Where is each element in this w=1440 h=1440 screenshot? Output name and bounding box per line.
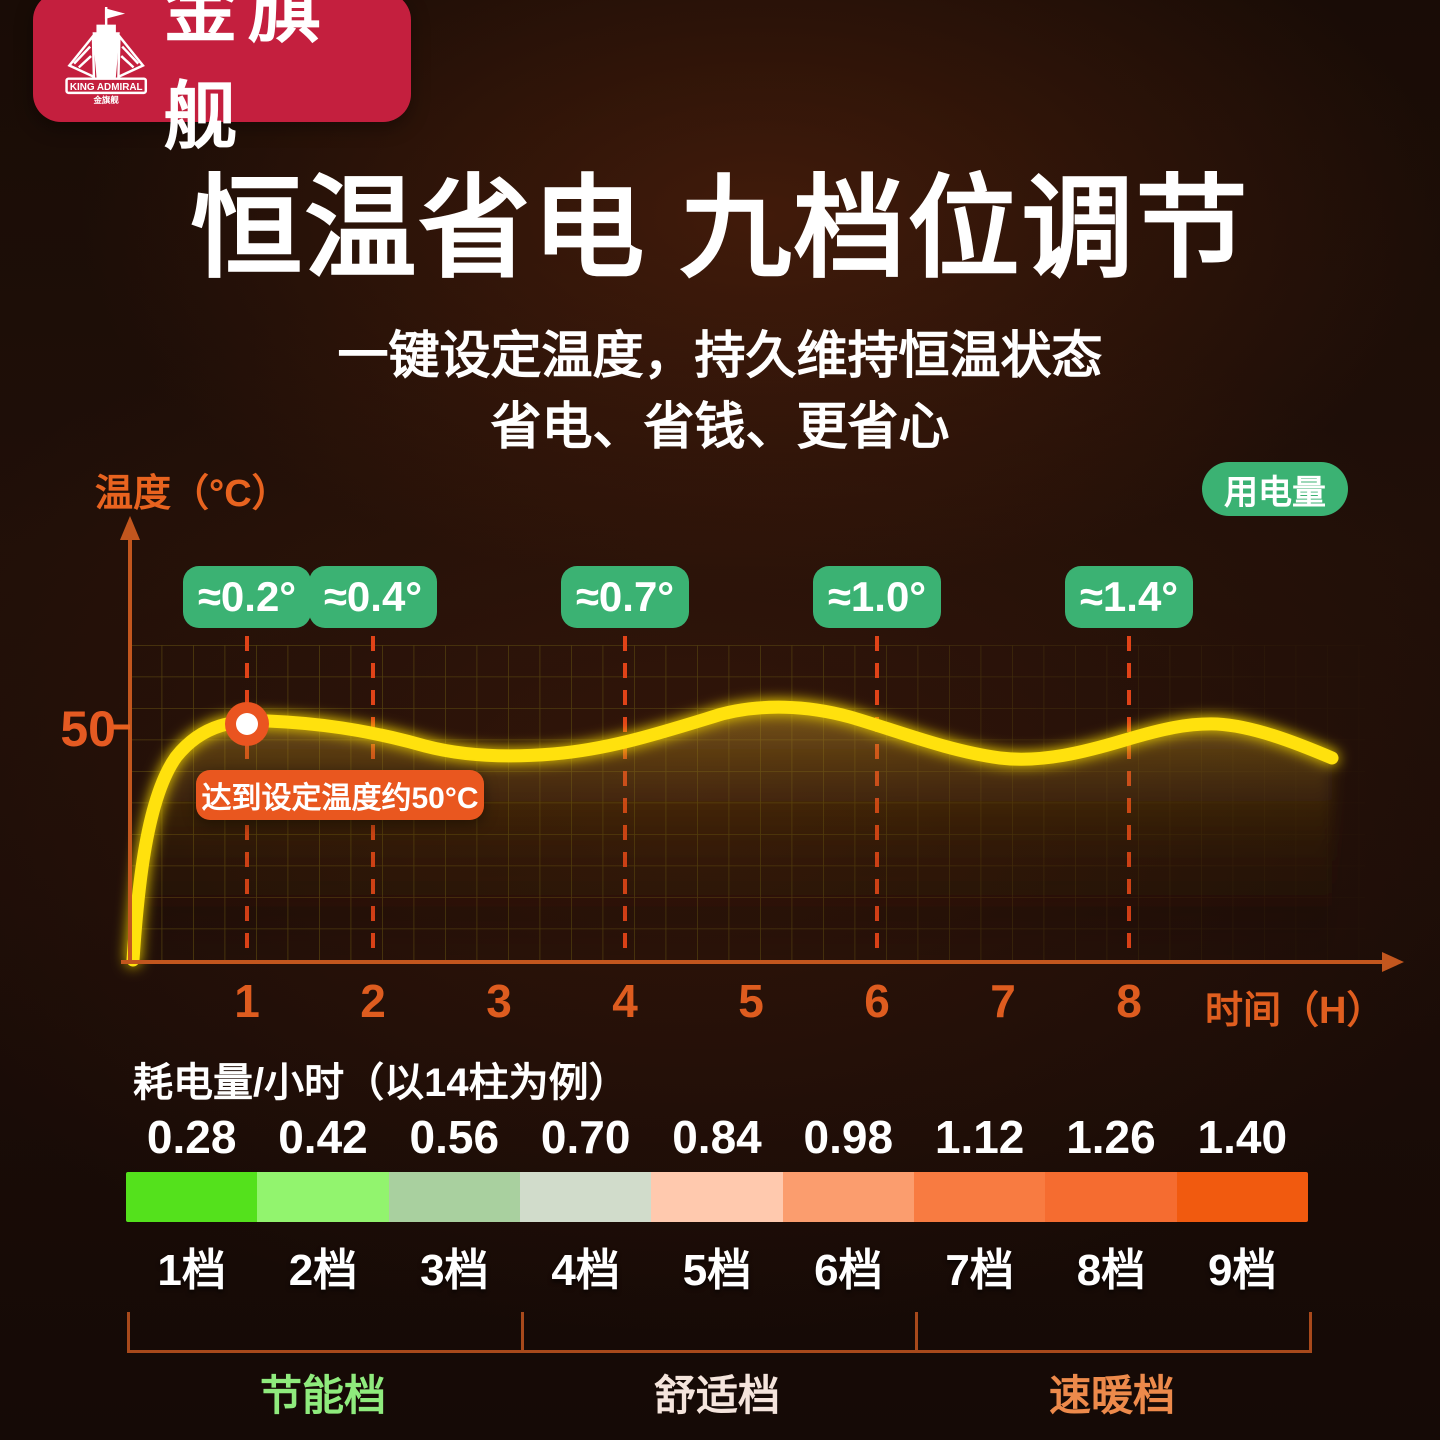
gear-color-scale <box>126 1172 1308 1222</box>
group-label-fast: 速暖档 <box>1048 1372 1176 1419</box>
consumption-value: 0.84 <box>672 1111 762 1163</box>
scale-segment <box>913 1172 1046 1222</box>
group-label-eco: 节能档 <box>259 1372 387 1419</box>
x-axis-label: 时间（H） <box>1205 990 1385 1032</box>
x-tick-2: 2 <box>360 975 386 1027</box>
usage-badge-8h: ≈1.4° <box>1065 566 1193 628</box>
consumption-value: 0.42 <box>278 1111 368 1163</box>
consumption-value: 0.56 <box>409 1111 500 1163</box>
bracket-tick <box>915 1312 918 1353</box>
gear-label: 2档 <box>288 1246 358 1295</box>
gear-label: 5档 <box>682 1246 752 1295</box>
scale-segment <box>651 1172 783 1222</box>
gear-label: 8档 <box>1076 1246 1146 1295</box>
page-title: 恒温省电 九档位调节 <box>190 166 1250 291</box>
scale-segment <box>1045 1172 1177 1222</box>
x-axis-arrow <box>1382 952 1404 972</box>
usage-badge-6h: ≈1.0° <box>813 566 941 628</box>
x-tick-6: 6 <box>864 975 890 1027</box>
scale-segment <box>1176 1172 1308 1222</box>
usage-badge-4h: ≈0.7° <box>561 566 689 628</box>
y-axis-arrow <box>120 516 140 540</box>
brand-name: 金旗舰 <box>163 0 332 158</box>
x-tick-4: 4 <box>612 975 638 1027</box>
usage-badge-1h: ≈0.2° <box>183 566 311 628</box>
x-tick-3: 3 <box>486 975 512 1027</box>
gear-label: 3档 <box>420 1246 489 1295</box>
consumption-value: 1.40 <box>1197 1111 1288 1163</box>
scale-segment <box>388 1172 520 1222</box>
gear-label: 1档 <box>157 1246 226 1295</box>
consumption-value: 0.28 <box>146 1111 237 1163</box>
gear-label: 4档 <box>551 1246 620 1295</box>
temperature-curve <box>126 700 1339 967</box>
consumption-value: 0.98 <box>803 1111 894 1163</box>
group-bracket-line <box>127 1350 1312 1353</box>
bracket-tick <box>1309 1312 1312 1353</box>
logo-mini-text: 金旗舰 <box>92 95 119 105</box>
x-tick-8: 8 <box>1116 975 1142 1027</box>
consumption-value: 1.12 <box>934 1111 1025 1163</box>
bracket-tick <box>521 1312 524 1353</box>
group-label-comfort: 舒适档 <box>653 1372 781 1419</box>
brand-badge: KING ADMIRAL 金旗舰 金旗舰 <box>33 0 411 158</box>
y-axis-label: 温度（°C） <box>95 473 290 515</box>
usage-badge-2h: ≈0.4° <box>309 566 437 628</box>
consumption-value: 0.70 <box>540 1111 631 1163</box>
x-tick-5: 5 <box>738 975 764 1027</box>
bracket-tick <box>127 1312 130 1353</box>
axes <box>121 538 1388 964</box>
setpoint-annotation: 达到设定温度约50°C <box>196 770 484 820</box>
gear-label: 7档 <box>945 1246 1014 1295</box>
consumption-value: 1.26 <box>1066 1111 1156 1163</box>
ship-tower-icon: KING ADMIRAL 金旗舰 <box>65 6 148 105</box>
legend-badge: 用电量 <box>1202 462 1348 516</box>
consumption-values-row: 0.28 0.42 0.56 0.70 0.84 0.98 1.12 1.26 … <box>126 1110 1308 1164</box>
curve-glow-area <box>133 707 1332 960</box>
scale-segment <box>126 1172 258 1222</box>
scale-segment <box>519 1172 652 1222</box>
scale-segment <box>257 1172 389 1222</box>
scale-segment <box>782 1172 914 1222</box>
gear-label: 6档 <box>814 1246 883 1295</box>
subtitle-line-1: 一键设定温度，持久维持恒温状态 <box>337 327 1103 384</box>
x-tick-1: 1 <box>234 975 260 1027</box>
x-tick-7: 7 <box>990 975 1016 1027</box>
gear-labels-row: 1档 2档 3档 4档 5档 6档 7档 8档 9档 <box>126 1234 1308 1298</box>
setpoint-marker-dot <box>236 713 258 735</box>
subtitle-line-2: 省电、省钱、更省心 <box>490 398 950 455</box>
consumption-header: 耗电量/小时（以14柱为例） <box>133 1061 629 1105</box>
logo-banner-text: KING ADMIRAL <box>70 82 143 93</box>
y-tick-50: 50 <box>60 701 116 757</box>
gear-label: 9档 <box>1208 1246 1277 1295</box>
